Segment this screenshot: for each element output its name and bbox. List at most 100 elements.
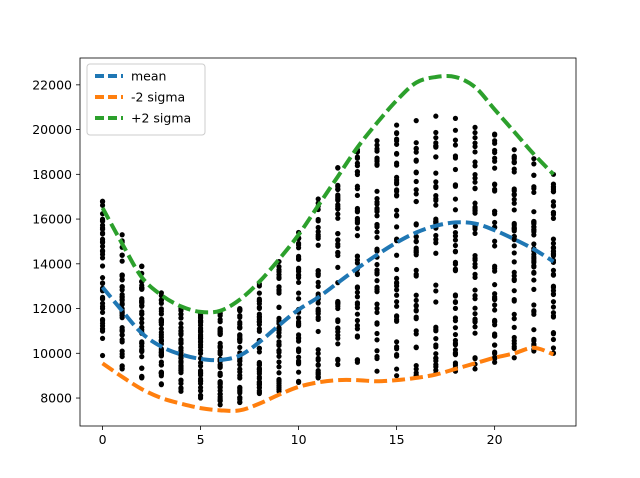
scatter-point: [472, 366, 478, 372]
scatter-point: [452, 127, 459, 133]
scatter-point: [472, 171, 478, 178]
scatter-point: [374, 195, 380, 202]
series-line-2-sigma: [100, 74, 555, 315]
scatter-point: [452, 237, 459, 243]
scatter-point: [531, 219, 537, 225]
scatter-point: [197, 314, 204, 320]
scatter-point: [394, 303, 400, 309]
scatter-point: [374, 246, 380, 252]
scatter-point: [394, 224, 400, 230]
scatter-point: [413, 239, 419, 245]
scatter-point: [394, 193, 400, 199]
y-axis: 8000 10000 12000 14000 16000 18000 20000 22000: [32, 77, 80, 406]
scatter-point: [99, 243, 106, 249]
scatter-point: [354, 322, 361, 329]
scatter-point: [256, 376, 262, 382]
scatter-point: [531, 258, 537, 264]
scatter-point: [374, 148, 380, 154]
scatter-point: [433, 154, 439, 160]
scatter-point: [413, 345, 419, 351]
scatter-point: [394, 299, 400, 305]
scatter-point: [217, 328, 223, 335]
scatter-point: [492, 140, 498, 146]
scatter-point: [335, 202, 341, 208]
scatter-point: [354, 333, 361, 339]
scatter-point: [394, 136, 400, 142]
scatter-point: [531, 309, 537, 315]
scatter-point: [99, 352, 106, 359]
scatter-point: [374, 330, 380, 337]
scatter-point: [99, 222, 106, 228]
scatter-point: [335, 361, 341, 368]
scatter-point: [511, 311, 517, 317]
scatter-point: [354, 294, 361, 300]
scatter-point: [550, 253, 557, 259]
scatter-point: [492, 181, 498, 187]
scatter-point: [433, 202, 439, 208]
scatter-point: [531, 184, 537, 190]
scatter-point: [217, 402, 223, 408]
scatter-point: [452, 293, 459, 299]
scatter-point: [433, 358, 439, 364]
scatter-point: [550, 330, 557, 336]
scatter-point: [550, 211, 557, 217]
y-tick-label: 16000: [32, 212, 72, 227]
scatter-point: [511, 340, 517, 347]
scatter-point: [472, 324, 478, 330]
scatter-point: [295, 245, 302, 251]
scatter-point: [178, 330, 184, 337]
scatter-point: [335, 329, 341, 335]
x-tick-label: 10: [291, 432, 307, 447]
scatter-point: [511, 220, 517, 227]
scatter-point: [472, 159, 478, 165]
scatter-point: [217, 340, 223, 346]
scatter-point: [531, 264, 537, 270]
scatter-point: [492, 297, 498, 303]
scatter-point: [374, 309, 380, 316]
scatter-point: [335, 357, 341, 364]
scatter-point: [472, 143, 478, 150]
scatter-point: [472, 130, 478, 136]
scatter-point: [276, 304, 282, 310]
scatter-point: [413, 234, 419, 240]
scatter-point: [433, 143, 439, 149]
scatter-point: [335, 230, 341, 237]
scatter-point: [374, 155, 380, 161]
scatter-point: [139, 286, 145, 292]
scatter-point: [374, 208, 380, 215]
scatter-point: [433, 179, 439, 185]
scatter-point: [315, 370, 321, 376]
scatter-point: [550, 345, 557, 351]
scatter-point: [335, 211, 341, 217]
scatter-point: [531, 224, 537, 230]
scatter-point: [531, 338, 537, 344]
scatter-point: [433, 364, 439, 370]
scatter-point: [511, 277, 517, 284]
scatter-point: [433, 184, 439, 191]
scatter-point: [237, 385, 243, 391]
scatter-point: [394, 275, 400, 282]
scatter-point: [394, 313, 400, 319]
scatter-point: [119, 277, 125, 283]
scatter-point: [452, 261, 459, 267]
scatter-point: [374, 301, 380, 307]
scatter-point: [237, 358, 243, 364]
scatter-point: [511, 345, 517, 351]
scatter-point: [295, 369, 302, 375]
legend-label: mean: [131, 69, 166, 84]
scatter-point: [413, 169, 419, 175]
scatter-point: [374, 368, 380, 374]
scatter-point: [354, 155, 361, 161]
scatter-point: [197, 384, 204, 391]
scatter-point: [139, 309, 145, 315]
scatter-point: [354, 192, 361, 199]
scatter-point: [511, 296, 517, 303]
scatter-point: [492, 317, 498, 323]
scatter-point: [335, 303, 341, 309]
scatter-point: [374, 138, 380, 144]
scatter-point: [237, 366, 243, 372]
scatter-point: [413, 328, 419, 334]
scatter-point: [119, 291, 125, 298]
scatter-point: [433, 250, 439, 256]
scatter-point: [472, 264, 478, 270]
